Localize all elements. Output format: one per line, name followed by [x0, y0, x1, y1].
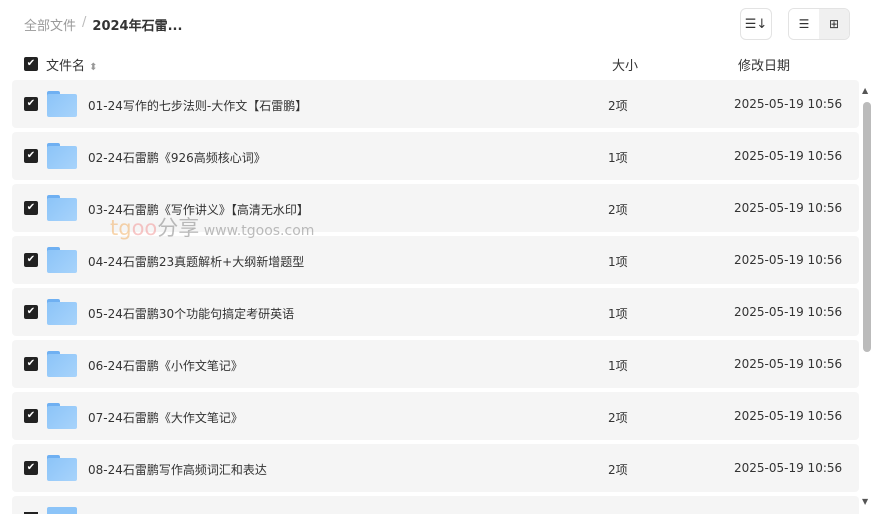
sort-arrows-icon: ⬍	[89, 62, 98, 73]
file-row[interactable]: ✔ 03-24石雷鹏《写作讲义》【高清无水印】 2项 2025-05-19 10…	[12, 184, 859, 232]
scroll-up-icon[interactable]: ▲	[862, 86, 869, 95]
grid-view-icon: ⊞	[828, 17, 840, 31]
table-header: ✔ 文件名 ⬍ 大小 修改日期	[24, 55, 854, 74]
breadcrumb-root[interactable]: 全部文件	[24, 19, 77, 34]
folder-icon	[47, 143, 77, 169]
file-row[interactable]: ✔ 05-24石雷鹏30个功能句搞定考研英语 1项 2025-05-19 10:…	[12, 288, 859, 336]
file-date: 2025-05-19 10:56	[734, 97, 843, 111]
folder-icon	[47, 299, 77, 325]
list-view-button[interactable]: ☰	[789, 9, 819, 39]
row-checkbox[interactable]: ✔	[24, 149, 38, 163]
file-name[interactable]: 02-24石雷鹏《926高频核心词》	[88, 151, 266, 165]
file-size: 2项	[608, 99, 628, 113]
view-toggle: ☰ ⊞	[788, 8, 850, 40]
column-size: 大小	[612, 59, 639, 74]
file-date: 2025-05-19 10:56	[734, 461, 843, 475]
folder-icon	[47, 91, 77, 117]
breadcrumb-separator: /	[82, 15, 87, 30]
list-view-icon: ☰	[798, 17, 810, 31]
file-size: 2项	[608, 411, 628, 425]
file-row[interactable]: ✔ 04-24石雷鹏23真题解析+大纲新增题型 1项 2025-05-19 10…	[12, 236, 859, 284]
row-checkbox[interactable]	[24, 512, 38, 514]
file-date: 2025-05-19 10:56	[734, 409, 843, 423]
file-row[interactable]: ✔ 01-24写作的七步法则-大作文【石雷鹏】 2项 2025-05-19 10…	[12, 80, 859, 128]
file-name[interactable]: 05-24石雷鹏30个功能句搞定考研英语	[88, 307, 295, 321]
file-date: 2025-05-19 10:56	[734, 149, 843, 163]
file-date: 2025-05-19 10:56	[734, 305, 843, 319]
breadcrumb-current: 2024年石雷...	[92, 19, 183, 34]
file-size: 1项	[608, 255, 628, 269]
file-date: 2025-05-19 10:56	[734, 253, 843, 267]
file-date: 2025-05-19 10:56	[734, 201, 843, 215]
file-size: 1项	[608, 151, 628, 165]
file-date: 2025-05-19 10:56	[734, 357, 843, 371]
row-checkbox[interactable]: ✔	[24, 305, 38, 319]
scroll-down-icon[interactable]: ▼	[862, 497, 869, 506]
file-row[interactable]: ✔ 07-24石雷鹏《大作文笔记》 2项 2025-05-19 10:56	[12, 392, 859, 440]
column-name-label: 文件名	[46, 59, 86, 74]
file-row[interactable]	[12, 496, 859, 514]
select-all-checkbox[interactable]: ✔	[24, 57, 38, 71]
file-row[interactable]: ✔ 06-24石雷鹏《小作文笔记》 1项 2025-05-19 10:56	[12, 340, 859, 388]
file-size: 2项	[608, 203, 628, 217]
folder-icon	[47, 403, 77, 429]
file-size: 2项	[608, 463, 628, 477]
column-date: 修改日期	[738, 59, 791, 74]
file-name[interactable]: 01-24写作的七步法则-大作文【石雷鹏】	[88, 99, 308, 113]
row-checkbox[interactable]: ✔	[24, 253, 38, 267]
file-name[interactable]: 07-24石雷鹏《大作文笔记》	[88, 411, 243, 425]
file-list: ✔ 01-24写作的七步法则-大作文【石雷鹏】 2项 2025-05-19 10…	[12, 80, 859, 514]
row-checkbox[interactable]: ✔	[24, 97, 38, 111]
scrollbar[interactable]: ▲ ▼	[862, 86, 871, 506]
breadcrumb: 全部文件 / 2024年石雷...	[24, 15, 182, 34]
file-row[interactable]: ✔ 08-24石雷鹏写作高频词汇和表达 2项 2025-05-19 10:56	[12, 444, 859, 492]
folder-icon	[47, 507, 77, 514]
folder-icon	[47, 455, 77, 481]
file-name[interactable]: 08-24石雷鹏写作高频词汇和表达	[88, 463, 267, 477]
row-checkbox[interactable]: ✔	[24, 409, 38, 423]
folder-icon	[47, 351, 77, 377]
row-checkbox[interactable]: ✔	[24, 201, 38, 215]
row-checkbox[interactable]: ✔	[24, 461, 38, 475]
file-name[interactable]: 06-24石雷鹏《小作文笔记》	[88, 359, 243, 373]
column-name[interactable]: 文件名 ⬍	[46, 55, 98, 74]
file-row[interactable]: ✔ 02-24石雷鹏《926高频核心词》 1项 2025-05-19 10:56	[12, 132, 859, 180]
grid-view-button[interactable]: ⊞	[819, 9, 849, 39]
sort-button[interactable]: ☰↓	[740, 8, 772, 40]
file-name[interactable]: 04-24石雷鹏23真题解析+大纲新增题型	[88, 255, 305, 269]
sort-icon: ☰↓	[744, 16, 768, 32]
file-size: 1项	[608, 359, 628, 373]
file-size: 1项	[608, 307, 628, 321]
row-checkbox[interactable]: ✔	[24, 357, 38, 371]
folder-icon	[47, 247, 77, 273]
folder-icon	[47, 195, 77, 221]
scrollbar-thumb[interactable]	[863, 102, 871, 352]
file-name[interactable]: 03-24石雷鹏《写作讲义》【高清无水印】	[88, 203, 309, 217]
